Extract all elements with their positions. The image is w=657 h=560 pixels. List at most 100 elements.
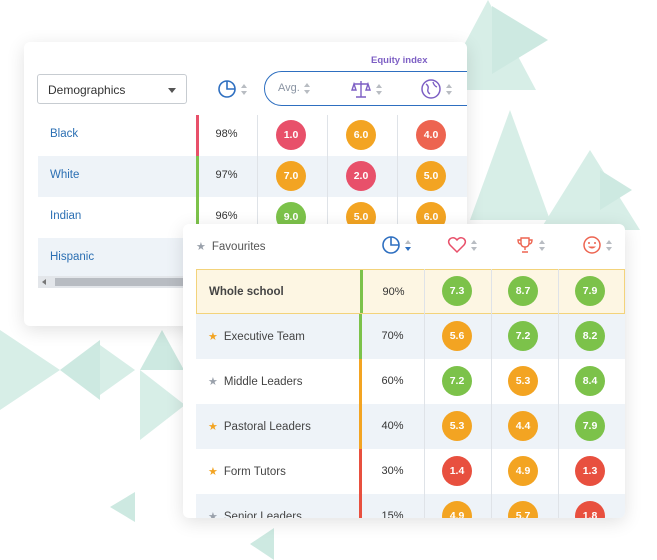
scroll-left-icon[interactable] <box>42 279 46 285</box>
table-row[interactable]: ★ Middle Leaders 60% <box>196 359 625 404</box>
horizontal-scrollbar[interactable] <box>38 276 198 288</box>
score-badge: 4.9 <box>508 456 538 486</box>
score-badge: 4.4 <box>508 411 538 441</box>
scales-sort-header[interactable] <box>350 78 382 100</box>
background-triangle <box>140 330 184 370</box>
status-bar <box>359 359 362 404</box>
row-label-group: ★ Form Tutors <box>208 465 286 479</box>
score-badge: 4.9 <box>442 501 472 518</box>
table-row[interactable]: Black 98% <box>38 115 467 156</box>
pie-chart-icon <box>382 236 400 254</box>
star-icon: ★ <box>196 241 206 253</box>
table-row[interactable]: ★ Pastoral Leaders 40% <box>196 404 625 449</box>
background-triangle <box>60 340 100 400</box>
column-divider <box>424 269 425 518</box>
background-triangle <box>110 492 135 522</box>
status-bar <box>196 197 199 238</box>
pie-sort-header[interactable] <box>217 79 247 99</box>
sort-arrows-icon <box>405 239 411 251</box>
row-label-group: ★ Executive Team <box>208 330 305 344</box>
trophy-icon <box>517 237 533 253</box>
status-bar <box>196 156 199 197</box>
star-icon[interactable]: ★ <box>208 511 218 518</box>
score-badge: 5.6 <box>442 321 472 351</box>
smiley-sort-header[interactable] <box>582 235 612 255</box>
globe-sort-header[interactable] <box>420 78 452 100</box>
row-label: Executive Team <box>223 330 305 343</box>
row-label-group: ★ Senior Leaders <box>208 510 302 519</box>
avg-sort-header[interactable]: Avg. <box>278 82 310 94</box>
table-row[interactable]: ★ Form Tutors 30% <box>196 449 625 494</box>
score-badge: 7.0 <box>276 161 306 191</box>
pie-chart-icon <box>218 80 236 98</box>
score-badge: 7.3 <box>442 276 472 306</box>
score-badge: 4.0 <box>416 120 446 150</box>
scales-icon <box>351 81 371 98</box>
score-badge: 7.2 <box>442 366 472 396</box>
row-label[interactable]: Indian <box>50 210 82 222</box>
column-divider <box>491 269 492 518</box>
sort-arrows-icon <box>446 83 452 95</box>
table-row[interactable]: ★ Executive Team 70% <box>196 314 625 359</box>
column-divider <box>558 269 559 518</box>
sort-arrows-icon <box>471 239 477 251</box>
response-rate: 60% <box>381 375 404 387</box>
star-icon[interactable]: ★ <box>208 331 218 343</box>
sort-arrows-icon <box>376 83 382 95</box>
highlighted-row[interactable]: Whole school 90% <box>196 269 625 314</box>
favourites-panel: ★ Favourites Whole school 90% 7.3 8.7 7.9 ★ Ex… <box>183 224 625 518</box>
score-badge: 5.3 <box>508 366 538 396</box>
background-triangle <box>250 528 274 560</box>
sort-arrows-icon <box>539 239 545 251</box>
star-icon[interactable]: ★ <box>208 466 218 478</box>
table-row[interactable]: White 97% <box>38 156 467 197</box>
status-bar <box>359 404 362 449</box>
globe-icon <box>421 79 441 99</box>
scrollbar-thumb[interactable] <box>55 278 198 286</box>
response-rate: 97% <box>215 169 238 181</box>
heart-sort-header[interactable] <box>447 235 477 255</box>
score-badge: 2.0 <box>346 161 376 191</box>
status-bar <box>359 494 362 518</box>
row-label-group: Whole school <box>209 286 284 298</box>
row-label: Form Tutors <box>223 465 286 478</box>
row-label[interactable]: White <box>50 169 80 181</box>
pie-sort-header[interactable] <box>381 235 411 255</box>
trophy-sort-header[interactable] <box>515 235 545 255</box>
score-badge: 8.7 <box>508 276 538 306</box>
score-badge: 8.2 <box>575 321 605 351</box>
score-badge: 1.4 <box>442 456 472 486</box>
background-triangle <box>140 370 185 440</box>
chevron-down-icon <box>168 88 176 93</box>
background-triangle <box>492 6 548 74</box>
response-rate: 40% <box>381 420 404 432</box>
response-rate: 15% <box>381 510 404 518</box>
column-divider <box>257 115 258 279</box>
star-icon[interactable]: ★ <box>208 376 218 388</box>
table-row[interactable]: ★ Senior Leaders 15% <box>196 494 625 518</box>
score-badge: 1.8 <box>575 501 605 518</box>
row-label: Whole school <box>209 286 284 298</box>
row-label: Pastoral Leaders <box>223 420 311 433</box>
demographics-dropdown[interactable]: Demographics <box>37 74 187 104</box>
equity-index-label: Equity index <box>371 55 428 66</box>
row-label-group: ★ Middle Leaders <box>208 375 303 389</box>
response-rate: 90% <box>382 286 405 298</box>
score-badge: 8.4 <box>575 366 605 396</box>
background-triangle <box>0 330 60 410</box>
score-badge: 1.3 <box>575 456 605 486</box>
row-label[interactable]: Black <box>50 128 79 140</box>
avg-label: Avg. <box>278 82 300 94</box>
status-bar <box>359 314 362 359</box>
score-badge: 7.2 <box>508 321 538 351</box>
table-row[interactable]: Indian 96% <box>38 197 467 238</box>
row-label: Middle Leaders <box>223 375 303 388</box>
row-label-group: ★ Pastoral Leaders <box>208 420 311 434</box>
star-icon[interactable]: ★ <box>208 421 218 433</box>
score-badge: 1.0 <box>276 120 306 150</box>
heart-icon <box>447 237 467 254</box>
score-badge: 5.0 <box>416 161 446 191</box>
status-bar <box>360 270 363 313</box>
equity-index-group <box>264 71 467 106</box>
row-label[interactable]: Hispanic <box>50 251 95 263</box>
